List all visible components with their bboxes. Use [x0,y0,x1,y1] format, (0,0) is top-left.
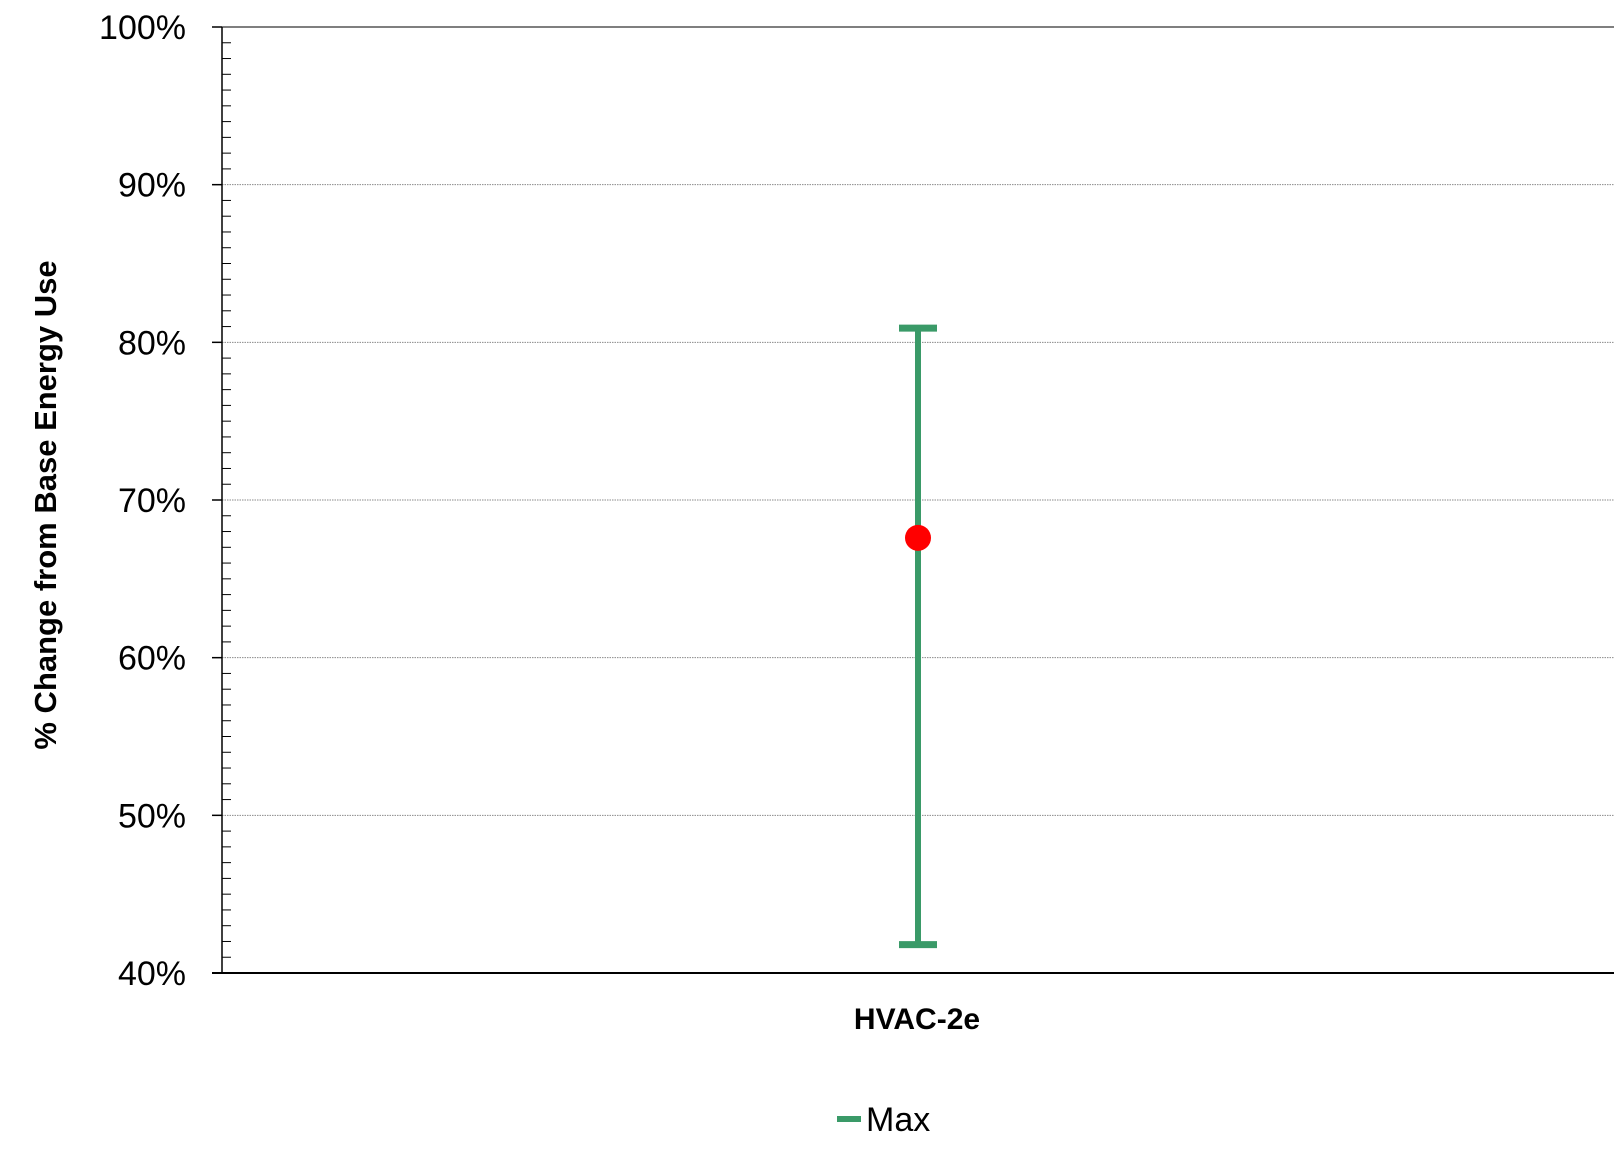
y-tick-label: 70% [118,482,186,520]
y-minor-ticks [222,42,231,958]
category-label: HVAC-2e [854,1003,980,1036]
data-points [905,524,931,551]
category-labels: HVAC-2e [854,1003,980,1036]
legend-label: Max [866,1101,930,1139]
y-tick-label: 50% [118,797,186,835]
y-tick-label: 100% [99,9,186,47]
y-tick-labels: 40% 50% 60% 70% 80% 90% 100% [99,9,186,993]
y-axis-title: % Change from Base Energy Use [28,260,63,749]
y-tick-label: 60% [118,640,186,678]
error-bars [899,324,937,949]
y-major-ticks [212,26,222,974]
y-tick-label: 80% [118,324,186,362]
y-tick-label: 40% [118,955,186,993]
data-point [905,524,931,551]
legend: Max [837,1101,930,1139]
y-tick-label: 90% [118,167,186,205]
range-bar [899,324,937,949]
